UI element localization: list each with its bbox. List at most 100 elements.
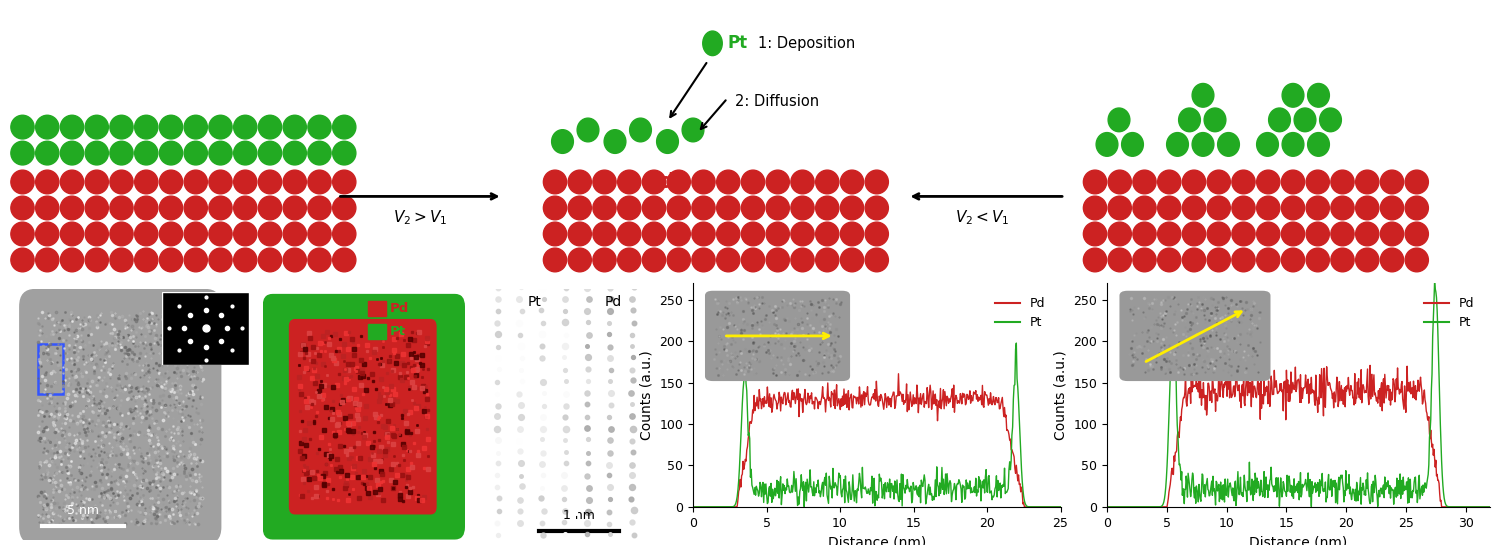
- Ellipse shape: [865, 222, 888, 246]
- Ellipse shape: [543, 248, 567, 272]
- Text: Pd: Pd: [390, 302, 410, 316]
- Text: Pt: Pt: [526, 295, 542, 309]
- Ellipse shape: [284, 115, 306, 139]
- Ellipse shape: [840, 196, 864, 220]
- X-axis label: Distance (nm): Distance (nm): [828, 535, 926, 545]
- Ellipse shape: [308, 170, 332, 194]
- Ellipse shape: [10, 141, 34, 165]
- FancyBboxPatch shape: [290, 319, 436, 514]
- Ellipse shape: [1281, 248, 1305, 272]
- Ellipse shape: [618, 170, 640, 194]
- Ellipse shape: [668, 248, 690, 272]
- Ellipse shape: [1380, 248, 1404, 272]
- Ellipse shape: [86, 115, 108, 139]
- Ellipse shape: [1132, 170, 1156, 194]
- Ellipse shape: [1330, 248, 1354, 272]
- Ellipse shape: [717, 170, 740, 194]
- Ellipse shape: [60, 115, 84, 139]
- Ellipse shape: [184, 115, 207, 139]
- Ellipse shape: [60, 141, 84, 165]
- Ellipse shape: [816, 196, 839, 220]
- Ellipse shape: [1257, 170, 1280, 194]
- Ellipse shape: [1380, 170, 1404, 194]
- Ellipse shape: [258, 196, 282, 220]
- Ellipse shape: [592, 222, 616, 246]
- Ellipse shape: [110, 115, 134, 139]
- Ellipse shape: [1232, 170, 1256, 194]
- Legend: Pd, Pt: Pd, Pt: [1419, 292, 1479, 334]
- Ellipse shape: [110, 196, 134, 220]
- Y-axis label: Counts (a.u.): Counts (a.u.): [640, 350, 654, 440]
- Ellipse shape: [1356, 248, 1378, 272]
- Ellipse shape: [717, 196, 740, 220]
- Ellipse shape: [592, 170, 616, 194]
- Ellipse shape: [592, 248, 616, 272]
- Ellipse shape: [1167, 132, 1188, 156]
- Ellipse shape: [1218, 132, 1239, 156]
- Ellipse shape: [209, 170, 232, 194]
- Ellipse shape: [668, 196, 690, 220]
- Ellipse shape: [692, 196, 715, 220]
- Ellipse shape: [135, 141, 158, 165]
- Ellipse shape: [642, 196, 666, 220]
- Ellipse shape: [840, 248, 864, 272]
- Ellipse shape: [630, 118, 651, 142]
- Ellipse shape: [766, 170, 789, 194]
- Ellipse shape: [308, 141, 332, 165]
- Ellipse shape: [284, 141, 306, 165]
- Ellipse shape: [333, 196, 356, 220]
- Ellipse shape: [1282, 83, 1304, 107]
- Ellipse shape: [692, 222, 715, 246]
- Ellipse shape: [1380, 222, 1404, 246]
- Ellipse shape: [1406, 222, 1428, 246]
- Ellipse shape: [865, 196, 888, 220]
- Ellipse shape: [1257, 248, 1280, 272]
- Ellipse shape: [1306, 222, 1329, 246]
- Ellipse shape: [865, 170, 888, 194]
- Ellipse shape: [284, 170, 306, 194]
- Ellipse shape: [568, 248, 591, 272]
- Ellipse shape: [1132, 196, 1156, 220]
- Ellipse shape: [1108, 248, 1131, 272]
- Ellipse shape: [258, 248, 282, 272]
- Ellipse shape: [159, 141, 183, 165]
- Ellipse shape: [36, 222, 58, 246]
- Ellipse shape: [36, 196, 58, 220]
- Text: 5 nm: 5 nm: [68, 505, 99, 518]
- Ellipse shape: [790, 196, 814, 220]
- Bar: [368, 324, 386, 339]
- Ellipse shape: [36, 141, 58, 165]
- Ellipse shape: [790, 170, 814, 194]
- Ellipse shape: [592, 196, 616, 220]
- Ellipse shape: [258, 222, 282, 246]
- Ellipse shape: [682, 118, 703, 142]
- Ellipse shape: [333, 248, 356, 272]
- Ellipse shape: [816, 222, 839, 246]
- Ellipse shape: [1182, 222, 1206, 246]
- Ellipse shape: [865, 248, 888, 272]
- Ellipse shape: [741, 196, 765, 220]
- Ellipse shape: [692, 248, 715, 272]
- Ellipse shape: [234, 248, 256, 272]
- Ellipse shape: [1356, 170, 1378, 194]
- Ellipse shape: [568, 196, 591, 220]
- Ellipse shape: [568, 222, 591, 246]
- Ellipse shape: [60, 248, 84, 272]
- Ellipse shape: [110, 170, 134, 194]
- Ellipse shape: [702, 31, 723, 56]
- Ellipse shape: [1269, 108, 1290, 132]
- FancyBboxPatch shape: [262, 294, 465, 540]
- Ellipse shape: [741, 222, 765, 246]
- Ellipse shape: [543, 222, 567, 246]
- Ellipse shape: [234, 115, 256, 139]
- Ellipse shape: [766, 196, 789, 220]
- Ellipse shape: [86, 141, 108, 165]
- Ellipse shape: [1282, 132, 1304, 156]
- Text: 1 nm: 1 nm: [562, 510, 596, 523]
- Ellipse shape: [86, 248, 108, 272]
- Ellipse shape: [36, 248, 58, 272]
- Bar: [368, 301, 386, 317]
- Legend: Pd, Pt: Pd, Pt: [990, 292, 1050, 334]
- Ellipse shape: [1232, 222, 1256, 246]
- Ellipse shape: [1158, 222, 1180, 246]
